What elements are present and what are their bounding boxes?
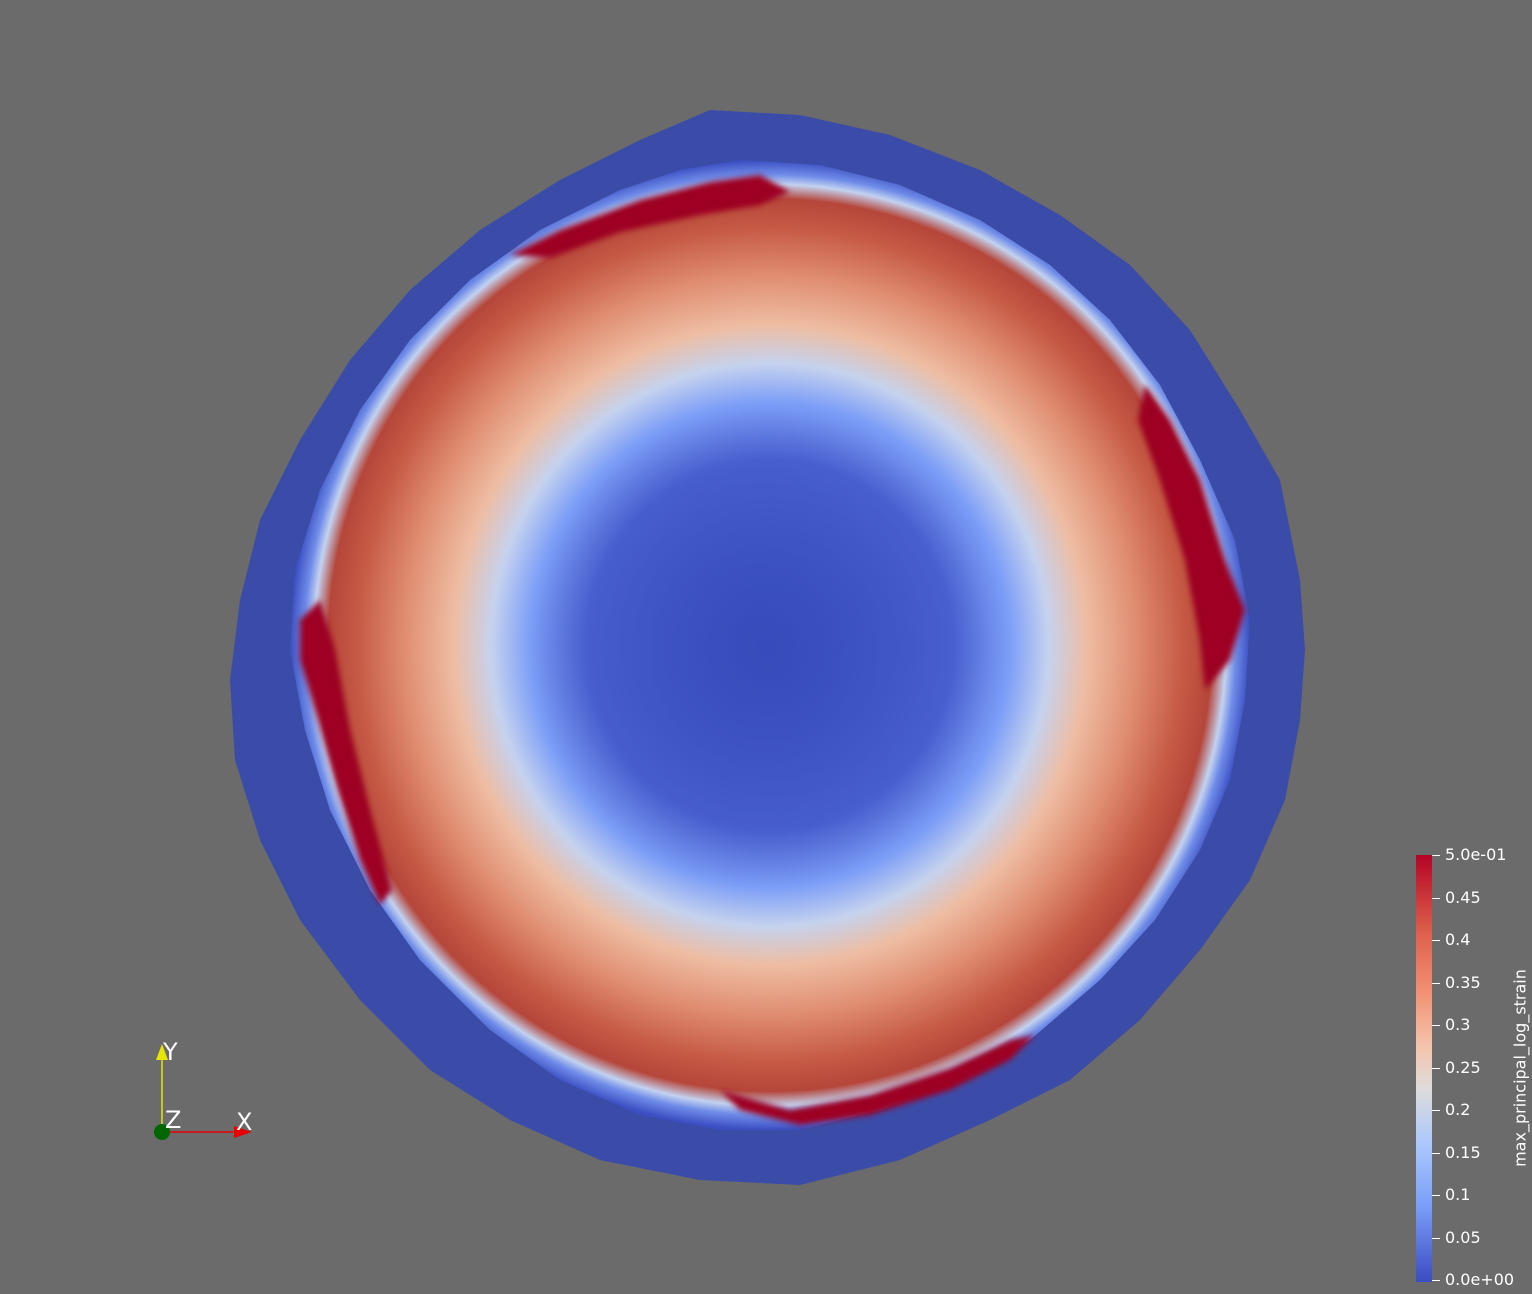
orientation-axes [154, 1044, 252, 1140]
high-strain-bands [300, 175, 1245, 1125]
axis-label-z: Z [165, 1106, 182, 1134]
colorbar-tick-label: 0.35 [1445, 973, 1481, 992]
x-axis-arrow-icon [234, 1126, 252, 1138]
colorbar-tick-mark [1432, 898, 1440, 899]
colorbar-tick-mark [1432, 855, 1440, 856]
colorbar-tick-label: 0.05 [1445, 1228, 1481, 1247]
colorbar-tick-label: 0.25 [1445, 1058, 1481, 1077]
colorbar-tick-label: 5.0e-01 [1445, 845, 1507, 864]
z-axis-dot-icon [154, 1124, 170, 1140]
y-axis-arrow-icon [156, 1044, 168, 1060]
colorbar-gradient [1416, 855, 1432, 1282]
colorbar-tick-label: 0.2 [1445, 1100, 1471, 1119]
colorbar-tick-mark [1432, 983, 1440, 984]
colorbar-tick-label: 0.15 [1445, 1143, 1481, 1162]
colorbar-title: max_principal_log_strain [1510, 969, 1530, 1167]
low-strain-core [530, 410, 990, 890]
colorbar-tick-mark [1432, 1195, 1440, 1196]
colorbar-tick-mark [1432, 1025, 1440, 1026]
colorbar-tick-label: 0.0e+00 [1445, 1270, 1515, 1289]
colorbar-tick-label: 0.45 [1445, 888, 1481, 907]
colorbar-tick-mark [1432, 1110, 1440, 1111]
axis-label-y: Y [163, 1038, 178, 1066]
colorbar-tick-mark [1432, 940, 1440, 941]
colorbar-tick-mark [1432, 1153, 1440, 1154]
colorbar-tick-mark [1432, 1068, 1440, 1069]
colorbar-tick-mark [1432, 1238, 1440, 1239]
colorbar-tick-label: 0.1 [1445, 1185, 1471, 1204]
colorbar-tick-label: 0.3 [1445, 1015, 1471, 1034]
colorbar-tick-mark [1432, 1280, 1440, 1281]
colorbar-tick-label: 0.4 [1445, 930, 1471, 949]
axis-label-x: X [236, 1108, 253, 1136]
